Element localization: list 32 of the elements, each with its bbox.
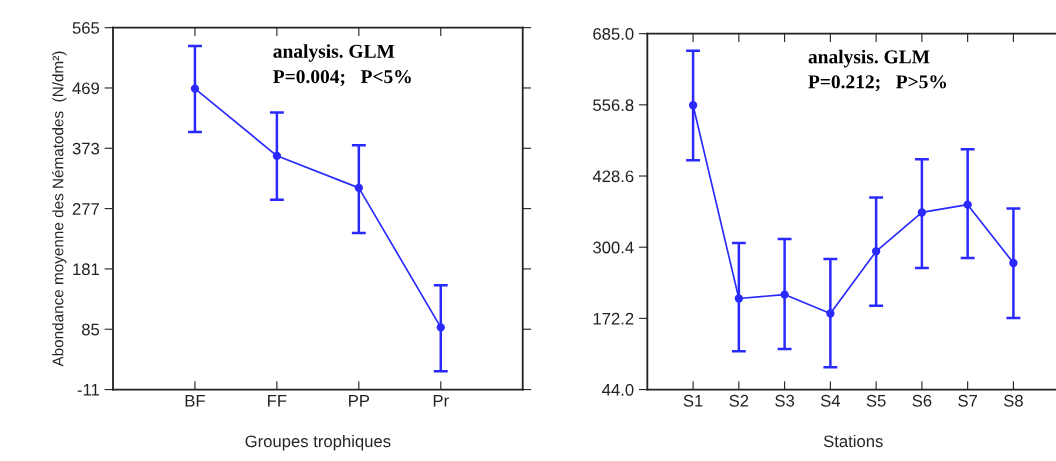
y-tick-label: 469 xyxy=(72,82,100,95)
y-axis-title: Abondance moyenne des Nématodes (N/dm²) xyxy=(52,51,67,367)
y-tick-label: 44.0 xyxy=(602,383,634,396)
x-tick-label: S5 xyxy=(866,394,886,407)
x-axis-title: Groupes trophiques xyxy=(245,434,391,451)
annotation: P=0.212; P>5% xyxy=(808,75,947,92)
x-tick-label: S6 xyxy=(912,394,932,407)
x-tick-label: BF xyxy=(185,395,205,407)
annotation: analysis. GLM xyxy=(808,49,930,68)
y-tick-label: 300.4 xyxy=(593,241,634,254)
annotation: P=0.004; P<5% xyxy=(273,70,411,87)
y-tick-label: 373 xyxy=(72,142,100,155)
x-tick-label: PP xyxy=(349,395,370,407)
annotation: analysis. GLM xyxy=(273,44,395,62)
y-tick-label: -11 xyxy=(77,384,99,396)
x-tick-label: Pr xyxy=(433,395,449,407)
y-tick-label: 556.8 xyxy=(593,99,634,112)
y-tick-label: 685.0 xyxy=(593,28,634,40)
y-tick-label: 85 xyxy=(81,323,100,336)
y-tick-label: 428.6 xyxy=(592,170,634,183)
y-tick-label: 181 xyxy=(73,263,99,276)
x-tick-label: S4 xyxy=(820,394,841,407)
x-tick-label: S7 xyxy=(958,394,977,407)
x-tick-label: S1 xyxy=(683,394,703,407)
x-tick-label: S3 xyxy=(775,394,795,407)
x-tick-label: FF xyxy=(268,395,287,407)
y-tick-label: 565 xyxy=(72,22,100,34)
x-tick-label: S8 xyxy=(1003,394,1023,407)
x-axis-title: Stations xyxy=(823,434,883,448)
x-tick-label: S2 xyxy=(729,394,749,407)
y-tick-label: 172.2 xyxy=(593,312,634,325)
y-tick-label: 277 xyxy=(72,203,99,215)
